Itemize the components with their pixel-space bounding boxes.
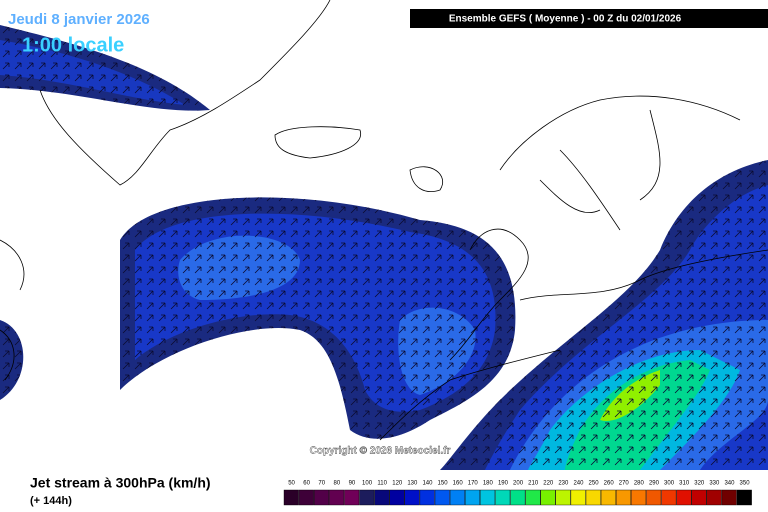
legend-label: 170 — [468, 481, 479, 487]
date: Jeudi 8 janvier 2026 — [8, 11, 150, 28]
legend-swatch — [706, 489, 722, 506]
legend-swatch — [646, 489, 662, 506]
legend-swatch — [525, 489, 541, 506]
footer-title: Jet stream à 300hPa (km/h) — [30, 475, 211, 491]
legend-label: 260 — [604, 481, 615, 487]
legend-swatch — [691, 489, 707, 506]
legend-swatch — [404, 489, 420, 506]
legend-label: 290 — [649, 481, 660, 487]
legend-label: 190 — [498, 481, 509, 487]
legend-label: 320 — [694, 481, 705, 487]
legend-swatch — [344, 489, 360, 506]
copyright: Copyright © 2026 Meteociel.fr — [310, 446, 451, 457]
footer-lead: (+ 144h) — [30, 495, 72, 507]
legend-label: 150 — [438, 481, 449, 487]
legend-label: 130 — [407, 481, 418, 487]
legend-swatch — [616, 489, 632, 506]
legend-swatch — [540, 489, 556, 506]
legend-label: 140 — [422, 481, 433, 487]
map-field — [0, 0, 768, 470]
legend-label: 310 — [679, 481, 690, 487]
legend-swatch — [676, 489, 692, 506]
legend-swatch — [434, 489, 450, 506]
legend-label: 350 — [740, 481, 751, 487]
legend-swatch — [585, 489, 601, 506]
legend-label: 90 — [349, 481, 356, 487]
legend-label: 200 — [513, 481, 524, 487]
legend-swatch — [465, 489, 481, 506]
legend-label: 230 — [558, 481, 569, 487]
legend-label: 110 — [377, 481, 387, 487]
legend-label: 60 — [303, 481, 310, 487]
legend-label: 300 — [664, 481, 675, 487]
legend-swatch — [389, 489, 405, 506]
time: 1:00 locale — [22, 34, 124, 56]
legend-label: 180 — [483, 481, 494, 487]
legend-swatch — [298, 489, 314, 506]
legend-label: 340 — [724, 481, 735, 487]
legend-swatch — [449, 489, 465, 506]
legend-swatch — [495, 489, 511, 506]
legend-label: 330 — [709, 481, 720, 487]
legend-label: 270 — [619, 481, 630, 487]
legend-swatch — [374, 489, 390, 506]
legend-swatch — [721, 489, 737, 506]
legend-swatch — [480, 489, 496, 506]
legend-swatch — [661, 489, 677, 506]
legend: 50 60 70 80 90 100 110 120 130 140 150 160 170 180 190… — [283, 481, 752, 506]
legend-label: 120 — [392, 481, 403, 487]
legend-swatch — [600, 489, 616, 506]
legend-swatch — [419, 489, 435, 506]
legend-label: 250 — [589, 481, 600, 487]
legend-swatch — [555, 489, 571, 506]
legend-swatch — [736, 489, 752, 506]
legend-swatch — [631, 489, 647, 506]
legend-label: 50 — [288, 481, 295, 487]
legend-swatch — [314, 489, 330, 506]
legend-label: 240 — [573, 481, 584, 487]
run-info: Ensemble GEFS ( Moyenne ) - 00 Z du 02/0… — [449, 14, 682, 25]
legend-label: 160 — [453, 481, 464, 487]
legend-label: 70 — [318, 481, 325, 487]
legend-swatch — [283, 489, 299, 506]
legend-label: 220 — [543, 481, 554, 487]
legend-label: 100 — [362, 481, 373, 487]
legend-swatch — [329, 489, 345, 506]
legend-label: 80 — [334, 481, 341, 487]
legend-label: 280 — [634, 481, 645, 487]
legend-swatch — [510, 489, 526, 506]
legend-label: 210 — [528, 481, 539, 487]
legend-swatch — [570, 489, 586, 506]
legend-swatch — [359, 489, 375, 506]
run-bar — [410, 9, 768, 28]
